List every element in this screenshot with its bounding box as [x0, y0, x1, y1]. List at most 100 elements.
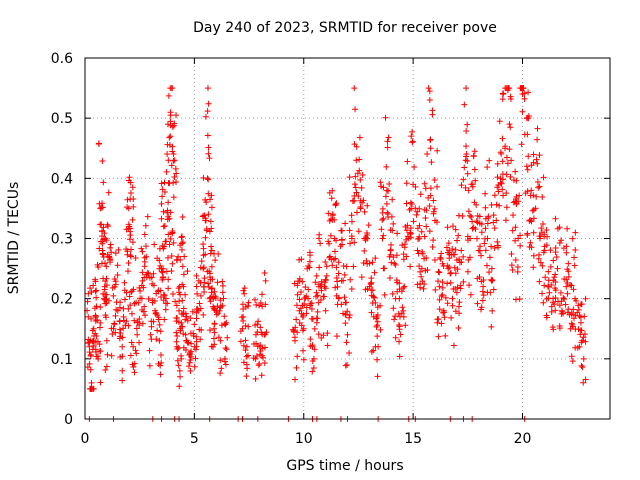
- data-point: [390, 220, 397, 227]
- data-point: [582, 338, 589, 345]
- data-point: [361, 208, 368, 215]
- data-point: [292, 324, 299, 331]
- data-point: [124, 204, 131, 211]
- data-point: [138, 282, 145, 289]
- data-point: [395, 322, 402, 329]
- data-point: [259, 345, 266, 352]
- data-point: [169, 291, 176, 298]
- data-point: [317, 296, 324, 303]
- data-point: [463, 127, 470, 134]
- data-point: [318, 287, 325, 294]
- data-point: [544, 233, 551, 240]
- data-point: [578, 301, 585, 308]
- data-point: [473, 201, 480, 208]
- data-point: [445, 240, 452, 247]
- data-point: [116, 304, 123, 311]
- data-point: [559, 308, 566, 315]
- data-point: [488, 265, 495, 272]
- data-point: [294, 353, 301, 360]
- data-point: [151, 298, 158, 305]
- data-point: [169, 260, 176, 267]
- data-point: [390, 305, 397, 312]
- data-point: [515, 235, 522, 242]
- data-point: [578, 327, 585, 334]
- data-point: [563, 249, 570, 256]
- data-point: [357, 203, 364, 210]
- data-point: [324, 342, 331, 349]
- data-point: [496, 202, 503, 209]
- data-point: [455, 232, 462, 239]
- data-point: [369, 287, 376, 294]
- data-point: [190, 332, 197, 339]
- data-point: [482, 204, 489, 211]
- data-point: [463, 85, 470, 92]
- data-point: [347, 240, 354, 247]
- data-point: [370, 347, 377, 354]
- data-point: [165, 276, 172, 283]
- data-point: [444, 300, 451, 307]
- data-point: [141, 263, 148, 270]
- data-point: [303, 293, 310, 300]
- data-point: [353, 209, 360, 216]
- data-point: [159, 274, 166, 281]
- data-point: [342, 320, 349, 327]
- data-point: [129, 216, 136, 223]
- data-point: [353, 157, 360, 164]
- y-tick-label: 0.3: [51, 232, 73, 248]
- data-point: [427, 145, 434, 152]
- data-point: [578, 362, 585, 369]
- data-point: [427, 192, 434, 199]
- data-point: [538, 225, 545, 232]
- data-point: [427, 137, 434, 144]
- data-point: [119, 367, 126, 374]
- data-point: [377, 326, 384, 333]
- data-point: [461, 164, 468, 171]
- data-point: [92, 317, 99, 324]
- data-point: [178, 352, 185, 359]
- data-point: [219, 282, 226, 289]
- data-point: [414, 235, 421, 242]
- data-point: [369, 259, 376, 266]
- data-point: [157, 262, 164, 269]
- data-point: [208, 204, 215, 211]
- data-point: [399, 304, 406, 311]
- data-point: [423, 254, 430, 261]
- data-point: [134, 318, 141, 325]
- data-point: [366, 260, 373, 267]
- data-point: [488, 243, 495, 250]
- data-point: [128, 246, 135, 253]
- data-point: [401, 283, 408, 290]
- data-point: [506, 146, 513, 153]
- data-point: [400, 256, 407, 263]
- data-point: [121, 279, 128, 286]
- data-point: [552, 215, 559, 222]
- data-point: [346, 350, 353, 357]
- data-point: [493, 201, 500, 208]
- data-point: [139, 248, 146, 255]
- data-point: [544, 283, 551, 290]
- data-point: [431, 205, 438, 212]
- data-point: [457, 285, 464, 292]
- data-point: [370, 293, 377, 300]
- data-point: [175, 253, 182, 260]
- data-point: [565, 273, 572, 280]
- data-point: [447, 270, 454, 277]
- data-point: [552, 278, 559, 285]
- data-point: [205, 100, 212, 107]
- data-point: [180, 330, 187, 337]
- data-point: [455, 303, 462, 310]
- data-point: [490, 219, 497, 226]
- data-point: [208, 243, 215, 250]
- data-point: [539, 220, 546, 227]
- data-point: [237, 328, 244, 335]
- data-point: [173, 302, 180, 309]
- data-point: [480, 292, 487, 299]
- data-point: [207, 250, 214, 257]
- data-point: [569, 358, 576, 365]
- data-point: [87, 366, 94, 373]
- data-point: [329, 212, 336, 219]
- x-tick-label: 5: [190, 431, 199, 447]
- data-point: [389, 196, 396, 203]
- data-point: [219, 289, 226, 296]
